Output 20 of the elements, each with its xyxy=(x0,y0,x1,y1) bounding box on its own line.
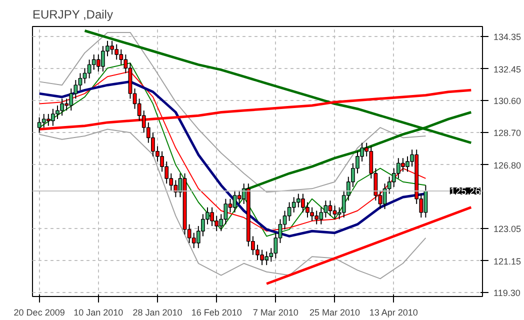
ref-line-label: 125.26 xyxy=(450,186,481,198)
y-tick-label: 132.45 xyxy=(494,64,522,74)
x-tick-label: 13 Apr 2010 xyxy=(369,308,418,318)
x-tick-label: 25 Mar 2010 xyxy=(310,308,360,318)
line-series xyxy=(38,128,426,280)
x-tick-label: 28 Jan 2010 xyxy=(132,308,182,318)
line-series xyxy=(265,206,472,286)
y-tick-label: 121.15 xyxy=(494,256,522,266)
y-tick-label: 123.05 xyxy=(494,224,522,234)
x-tick-label: 20 Dec 2009 xyxy=(14,308,65,318)
x-tick-label: 7 Mar 2010 xyxy=(252,308,298,318)
x-tick-label: 16 Feb 2010 xyxy=(191,308,242,318)
chart-title: EURJPY ,Daily xyxy=(32,8,113,22)
y-tick-label: 126.80 xyxy=(494,160,522,170)
y-tick-label: 119.30 xyxy=(494,288,520,298)
line-series xyxy=(38,32,426,193)
y-tick-label: 128.70 xyxy=(494,128,522,138)
y-tick-label: 134.35 xyxy=(494,32,522,42)
x-tick-label: 10 Jan 2010 xyxy=(74,308,124,318)
y-tick-label: 130.60 xyxy=(494,96,522,106)
